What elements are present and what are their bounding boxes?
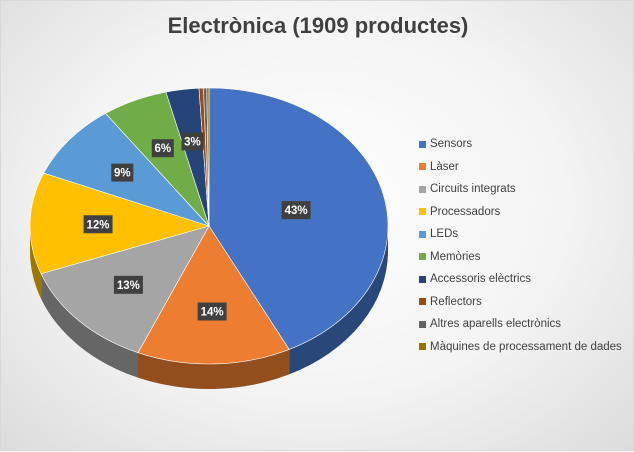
- legend-label: Accessoris elèctrics: [430, 273, 531, 286]
- legend-label: Sensors: [430, 138, 473, 151]
- legend-item-processadors: Processadors: [419, 201, 629, 224]
- svg-text:6%: 6%: [154, 143, 171, 155]
- legend-item-sensors: Sensors: [419, 133, 629, 156]
- pie-side-sensors: [289, 226, 388, 375]
- legend-label: Processadors: [430, 205, 501, 218]
- legend-label: Reflectors: [430, 295, 482, 308]
- legend-item-memories: Memòries: [419, 246, 629, 269]
- svg-text:12%: 12%: [87, 219, 110, 231]
- legend-item-leds: LEDs: [419, 223, 629, 246]
- legend-item-accessoris-electrics: Accessoris elèctrics: [419, 268, 629, 291]
- legend-swatch: [419, 320, 426, 328]
- legend-item-reflectors: Reflectors: [419, 291, 629, 314]
- legend-swatch: [419, 163, 426, 171]
- legend-swatch: [419, 343, 426, 351]
- legend-swatch: [419, 140, 426, 148]
- legend-swatch: [419, 298, 426, 306]
- legend-swatch: [419, 208, 426, 216]
- legend-item-laser: Làser: [419, 156, 629, 179]
- legend-label: Làser: [430, 160, 459, 173]
- legend-label: Memòries: [430, 250, 481, 263]
- svg-text:13%: 13%: [117, 280, 140, 292]
- legend-label: LEDs: [430, 228, 459, 241]
- svg-text:9%: 9%: [114, 168, 131, 180]
- legend-swatch: [419, 275, 426, 283]
- legend-item-circuits-integrats: Circuits integrats: [419, 178, 629, 201]
- legend-item-maquines-de-processament-de-dades: Màquines de processament de dades: [419, 336, 629, 359]
- legend: Sensors Làser Circuits integrats Processado…: [419, 133, 629, 358]
- legend-label: Màquines de processament de dades: [430, 340, 622, 353]
- pie-slice-maquines-de-processament-de-dades: [206, 87, 210, 227]
- legend-swatch: [419, 185, 426, 193]
- legend-item-altres-aparells-electronics: Altres aparells electrònics: [419, 313, 629, 336]
- legend-label: Circuits integrats: [430, 183, 516, 196]
- svg-text:14%: 14%: [201, 307, 224, 319]
- legend-label: Altres aparells electrònics: [430, 318, 562, 331]
- pie-side-laser: [137, 349, 290, 389]
- pie-side-processadors: [30, 226, 42, 299]
- data-label-leds: 9%: [111, 163, 134, 182]
- data-label-laser: 14%: [197, 302, 227, 321]
- data-label-sensors: 43%: [281, 201, 311, 220]
- pie-slice-laser: [137, 225, 290, 365]
- legend-swatch: [419, 253, 426, 261]
- data-label-accessoris-electrics: 3%: [181, 132, 204, 151]
- data-label-circuits-integrats: 13%: [113, 275, 143, 294]
- pie-side-circuits-integrats: [41, 273, 138, 378]
- pie-slice-processadors: [29, 172, 211, 275]
- svg-text:43%: 43%: [285, 205, 308, 217]
- legend-swatch: [419, 230, 426, 238]
- svg-text:3%: 3%: [184, 136, 201, 148]
- data-label-processadors: 12%: [83, 215, 113, 234]
- chart-title: Electrònica (1909 productes): [167, 13, 469, 38]
- data-label-memories: 6%: [151, 139, 174, 158]
